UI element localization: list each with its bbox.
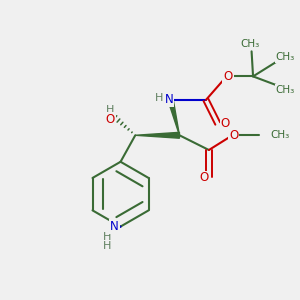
Text: O: O (200, 172, 209, 184)
Text: O: O (220, 117, 230, 130)
Text: H: H (106, 105, 114, 115)
Text: H: H (103, 241, 112, 251)
Text: CH₃: CH₃ (241, 39, 260, 49)
Text: CH₃: CH₃ (271, 130, 290, 140)
Text: CH₃: CH₃ (276, 85, 295, 94)
Polygon shape (135, 132, 179, 138)
Text: H: H (154, 94, 163, 103)
Text: H: H (103, 232, 112, 242)
Text: O: O (229, 129, 239, 142)
Text: N: N (165, 93, 173, 106)
Text: O: O (224, 70, 233, 83)
Text: O: O (106, 112, 115, 126)
Text: CH₃: CH₃ (276, 52, 295, 62)
Polygon shape (168, 99, 179, 135)
Text: N: N (110, 220, 119, 233)
